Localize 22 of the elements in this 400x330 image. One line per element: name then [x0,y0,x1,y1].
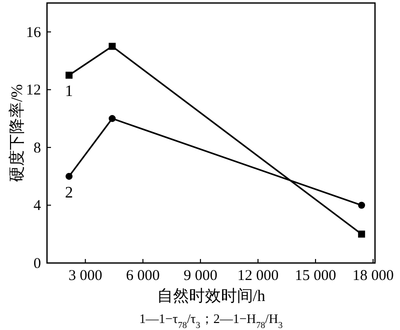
point [358,202,366,209]
x-tick-label: 18 000 [352,268,394,284]
y-tick-label: 0 [34,256,41,272]
x-tick-label: 6 000 [126,268,160,284]
y-tick-label: 16 [26,24,42,41]
x-tick-label: 3 000 [68,268,102,284]
y-axis-title: 硬度下降率/% [8,84,26,182]
point [108,115,116,122]
series-label: 1 [65,83,74,100]
y-tick-label: 8 [34,140,41,156]
point [358,230,366,238]
series-label: 2 [65,184,74,202]
x-tick-label: 15 000 [294,268,336,284]
y-tick-label: 12 [26,82,41,99]
x-tick-label: 12 000 [237,268,279,284]
point [108,42,116,50]
x-axis-title: 自然时效时间/h [156,287,266,305]
point [66,72,73,79]
x-tick-label: 9 000 [184,268,218,284]
point [66,172,73,180]
text: 1—1−τ$_{78}$/τ$_{3}$；2—1−H$_{78}$/H$_{3}$ [139,311,284,330]
y-tick-label: 4 [34,198,42,214]
